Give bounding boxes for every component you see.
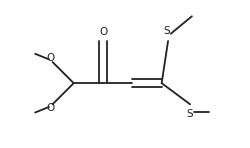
- Text: S: S: [164, 26, 170, 36]
- Text: O: O: [47, 103, 55, 113]
- Text: O: O: [99, 27, 107, 37]
- Text: O: O: [47, 53, 55, 63]
- Text: S: S: [187, 109, 193, 119]
